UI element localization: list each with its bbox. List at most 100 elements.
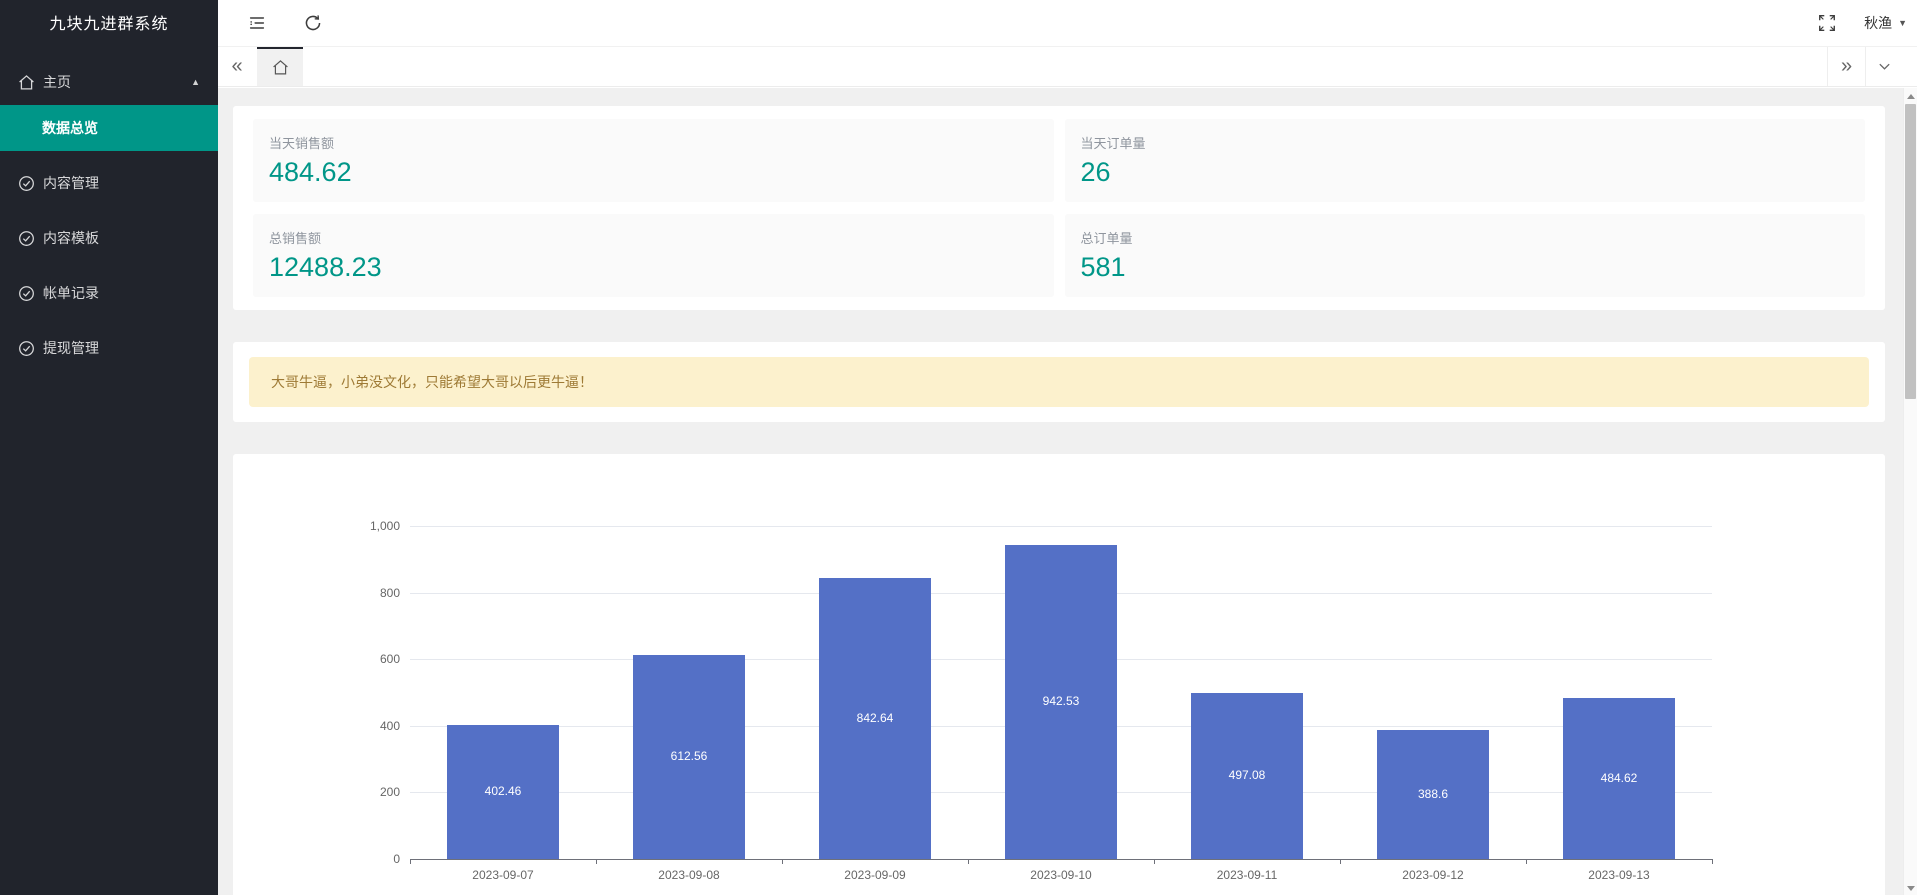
stat-label: 总销售额 [269,231,322,246]
tabbar: « » [218,47,1917,87]
x-axis-category-label: 2023-09-13 [1588,868,1650,882]
stat-value: 581 [1080,252,1126,282]
stats-panel: 当天销售额 484.62 当天订单量 26 总销售额 12488.23 总订单量… [233,106,1885,310]
tabs-scroll-right-button[interactable]: » [1827,47,1865,86]
stat-card-total-sales: 总销售额 12488.23 [253,214,1054,297]
tab-actions-dropdown[interactable] [1865,47,1903,86]
sidebar-item-label: 内容模板 [43,230,99,246]
chevron-down-icon [1879,63,1890,70]
triangle-down-icon [1906,885,1915,891]
sidebar-item-content-manage[interactable]: 内容管理 [0,160,218,206]
gridline [410,526,1712,527]
bar-value-label: 497.08 [1228,768,1266,782]
sales-bar-chart: 0 200 400 600 800 1,000 402.46 2023-09-07 612.56… [233,454,1885,895]
scroll-up-button[interactable] [1904,89,1917,103]
stat-card-today-sales: 当天销售额 484.62 [253,119,1054,202]
x-axis-tick [1712,859,1713,864]
bar[interactable] [819,578,931,859]
sidebar-item-label: 内容管理 [43,175,99,191]
notice-panel: 大哥牛逼，小弟没文化，只能希望大哥以后更牛逼！ [233,342,1885,422]
check-circle-icon [18,340,35,357]
x-axis-category-label: 2023-09-07 [472,868,534,882]
user-menu[interactable]: 秋渔 ▼ [1864,13,1907,33]
sidebar-item-home[interactable]: 主页 ▲ [0,59,218,105]
app-title: 九块九进群系统 [49,16,169,33]
y-axis-tick-label: 0 [393,852,400,866]
stat-value: 484.62 [269,157,352,187]
x-axis-category-label: 2023-09-10 [1030,868,1092,882]
page-content: 当天销售额 484.62 当天订单量 26 总销售额 12488.23 总订单量… [218,88,1917,895]
scrollbar-thumb[interactable] [1905,104,1916,399]
check-circle-icon [18,230,35,247]
bar-value-label: 388.6 [1417,787,1449,801]
refresh-icon[interactable] [302,12,324,34]
sidebar-item-label: 帐单记录 [43,285,99,301]
tabbar-pad [1903,47,1917,86]
x-axis-category-label: 2023-09-11 [1216,868,1278,882]
x-axis-tick [1154,859,1155,864]
x-axis-category-label: 2023-09-08 [658,868,720,882]
bar[interactable] [447,725,559,859]
bar-value-label: 842.64 [856,711,894,725]
y-axis-tick-label: 200 [379,785,400,800]
stat-label: 总订单量 [1080,231,1133,246]
check-circle-icon [18,285,35,302]
bar-value-label: 402.46 [484,784,522,798]
sidebar-item-label: 提现管理 [43,340,99,356]
stat-value: 12488.23 [269,252,382,282]
y-axis-tick-label: 800 [379,585,400,600]
check-circle-icon [18,175,35,192]
sidebar-item-content-template[interactable]: 内容模板 [0,215,218,261]
bar[interactable] [1005,545,1117,859]
x-axis-tick [1340,859,1341,864]
sidebar-item-data-overview[interactable]: 数据总览 [0,105,218,151]
main-area: 秋渔 ▼ « » 当天销售额 [218,0,1917,895]
x-axis-tick [968,859,969,864]
tabbar-spacer [303,47,1827,86]
y-axis-tick-label: 1,000 [369,519,400,533]
bar[interactable] [1377,730,1489,859]
stat-label: 当天订单量 [1080,136,1146,151]
chart-panel: 0 200 400 600 800 1,000 402.46 2023-09-07 612.56… [233,454,1885,895]
bar[interactable] [1563,698,1675,859]
username: 秋渔 [1864,15,1893,31]
tab-home[interactable] [257,47,303,86]
sidebar-item-label: 主页 [43,74,71,90]
caret-down-icon: ▼ [1898,18,1907,28]
y-axis-tick-label: 400 [379,718,400,733]
x-axis-tick [410,859,411,864]
x-axis-line [410,859,1712,860]
bar-value-label: 484.62 [1600,771,1638,785]
topbar: 秋渔 ▼ [218,0,1917,47]
chevron-up-icon: ▲ [191,77,200,87]
home-icon [18,74,35,91]
stat-card-today-orders: 当天订单量 26 [1064,119,1865,202]
sidebar-item-label: 数据总览 [42,120,98,136]
scroll-down-button[interactable] [1904,881,1917,895]
fullscreen-icon[interactable] [1816,12,1838,34]
tabs-scroll-left-button[interactable]: « [231,55,243,77]
x-axis-tick [1526,859,1527,864]
x-axis-category-label: 2023-09-12 [1402,868,1464,882]
x-axis-category-label: 2023-09-09 [844,868,906,882]
sidebar-nav: 主页 ▲ 数据总览 内容管理 内容模板 [0,50,218,371]
x-axis-tick [596,859,597,864]
home-icon [272,60,288,75]
bar-value-label: 942.53 [1042,694,1080,708]
bar[interactable] [1191,693,1303,859]
stat-card-total-orders: 总订单量 581 [1064,214,1865,297]
x-axis-tick [782,859,783,864]
collapse-menu-icon[interactable] [246,12,268,34]
sidebar-item-withdraw-manage[interactable]: 提现管理 [0,325,218,371]
bar-value-label: 612.56 [670,749,708,763]
triangle-up-icon [1906,93,1915,99]
stat-label: 当天销售额 [269,136,335,151]
sidebar: 九块九进群系统 主页 ▲ 数据总览 内容管理 [0,0,218,895]
bar[interactable] [633,655,745,859]
stat-value: 26 [1080,157,1111,187]
scrollbar[interactable] [1903,88,1917,895]
notice-banner: 大哥牛逼，小弟没文化，只能希望大哥以后更牛逼！ [249,357,1869,407]
y-axis-tick-label: 600 [379,652,400,667]
sidebar-item-billing-records[interactable]: 帐单记录 [0,270,218,316]
